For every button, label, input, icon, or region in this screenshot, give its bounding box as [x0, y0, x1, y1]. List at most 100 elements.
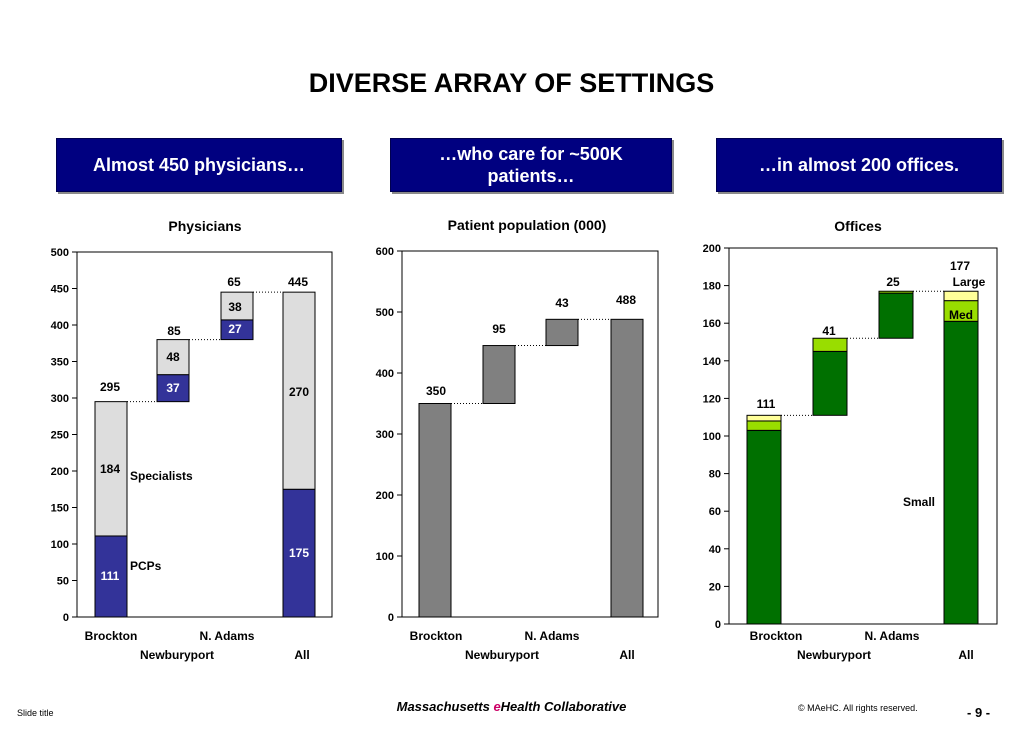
x-tick-label: N. Adams	[525, 629, 580, 643]
y-tick-label: 20	[709, 581, 721, 593]
y-tick-label: 0	[63, 612, 69, 624]
large-annotation: Large	[953, 275, 986, 289]
bar-patients	[545, 318, 579, 347]
specialist-value-label: 48	[166, 350, 180, 364]
y-tick-label: 600	[376, 246, 394, 258]
total-label: 65	[227, 275, 241, 289]
specialist-value-label: 184	[100, 462, 120, 476]
pcp-value-label: 27	[228, 322, 242, 336]
bar-segment-large	[943, 290, 979, 302]
y-tick-label: 100	[51, 539, 69, 551]
chart-title: Physicians	[168, 218, 241, 234]
x-tick-label: Newburyport	[465, 648, 539, 662]
x-tick-label: Newburyport	[140, 648, 214, 662]
y-tick-label: 180	[703, 281, 721, 293]
pcps-annotation: PCPs	[130, 559, 162, 573]
bar-segment-large	[746, 414, 782, 422]
y-tick-label: 350	[51, 357, 69, 369]
specialist-value-label: 38	[228, 300, 242, 314]
x-tick-label: All	[958, 648, 973, 662]
pcp-value-label: 37	[166, 381, 180, 395]
y-tick-label: 200	[703, 243, 721, 255]
y-tick-label: 140	[703, 356, 721, 368]
x-tick-label: Newburyport	[797, 648, 871, 662]
data-label: 488	[616, 293, 636, 307]
x-tick-label: All	[619, 648, 634, 662]
bar-segment-pcps	[282, 488, 316, 618]
data-label: 350	[426, 384, 446, 398]
y-tick-label: 0	[388, 612, 394, 624]
data-label: 43	[555, 296, 569, 310]
physicians-callout: Almost 450 physicians…	[56, 138, 342, 192]
specialist-value-label: 270	[289, 385, 309, 399]
total-label: 445	[288, 275, 308, 289]
y-tick-label: 120	[703, 393, 721, 405]
offices-callout: …in almost 200 offices.	[716, 138, 1002, 192]
y-tick-label: 100	[703, 431, 721, 443]
footer-brand-post: Health Collaborative	[500, 699, 627, 714]
y-tick-label: 300	[376, 429, 394, 441]
bar-patients	[418, 403, 452, 618]
bar-segment-med	[812, 337, 848, 352]
x-tick-label: Brockton	[410, 629, 463, 643]
footer-brand: Massachusetts eHealth Collaborative	[0, 699, 1023, 714]
y-tick-label: 450	[51, 284, 69, 296]
y-tick-label: 200	[51, 466, 69, 478]
y-tick-label: 200	[376, 490, 394, 502]
bar-segment-specialists	[282, 291, 316, 490]
patients-callout: …who care for ~500K patients…	[390, 138, 672, 192]
y-tick-label: 50	[57, 576, 69, 588]
x-tick-label: All	[294, 648, 309, 662]
bar-segment-small	[812, 350, 848, 416]
bar-patients	[482, 345, 516, 404]
pcp-value-label: 111	[101, 569, 120, 583]
total-label: 25	[886, 275, 900, 289]
bar-segment-med	[746, 420, 782, 431]
chart-title: Offices	[834, 218, 882, 234]
bar-segment-med	[878, 290, 914, 294]
total-label: 295	[100, 380, 120, 394]
y-tick-label: 40	[709, 544, 721, 556]
small-annotation: Small	[903, 495, 935, 509]
y-tick-label: 60	[709, 506, 721, 518]
y-tick-label: 500	[51, 247, 69, 259]
bar-segment-pcps	[156, 374, 190, 403]
footer-copyright: © MAeHC. All rights reserved.	[798, 703, 918, 713]
y-tick-label: 150	[51, 503, 69, 515]
y-tick-label: 80	[709, 469, 721, 481]
pcp-value-label: 175	[289, 546, 309, 560]
page-number: - 9 -	[967, 705, 991, 720]
bar-segment-specialists	[220, 291, 254, 321]
bar-segment-small	[878, 292, 914, 339]
x-tick-label: N. Adams	[200, 629, 255, 643]
bar-patients	[610, 318, 644, 618]
total-label: 111	[757, 397, 776, 411]
y-tick-label: 250	[51, 430, 69, 442]
y-tick-label: 160	[703, 318, 721, 330]
data-label: 95	[492, 322, 506, 336]
y-tick-label: 400	[376, 368, 394, 380]
footer-slide-title: Slide title	[17, 708, 54, 718]
bar-segment-specialists	[94, 401, 128, 537]
footer-brand-pre: Massachusetts	[396, 699, 494, 714]
y-tick-label: 300	[51, 393, 69, 405]
x-tick-label: Brockton	[750, 629, 803, 643]
specialists-annotation: Specialists	[130, 469, 193, 483]
bar-segment-specialists	[156, 339, 190, 376]
y-tick-label: 0	[715, 619, 721, 631]
y-tick-label: 100	[376, 551, 394, 563]
y-tick-label: 400	[51, 320, 69, 332]
bar-segment-small	[943, 320, 979, 625]
chart-title: Patient population (000)	[448, 217, 607, 233]
slide-title: DIVERSE ARRAY OF SETTINGS	[308, 68, 715, 98]
y-tick-label: 500	[376, 307, 394, 319]
x-tick-label: Brockton	[85, 629, 138, 643]
total-label: 41	[822, 324, 836, 338]
footer-brand-e: e	[493, 699, 501, 714]
total-label: 85	[167, 324, 181, 338]
total-label: 177	[950, 259, 970, 273]
med-annotation: Med	[949, 308, 973, 322]
bar-segment-small	[746, 429, 782, 625]
x-tick-label: N. Adams	[865, 629, 920, 643]
